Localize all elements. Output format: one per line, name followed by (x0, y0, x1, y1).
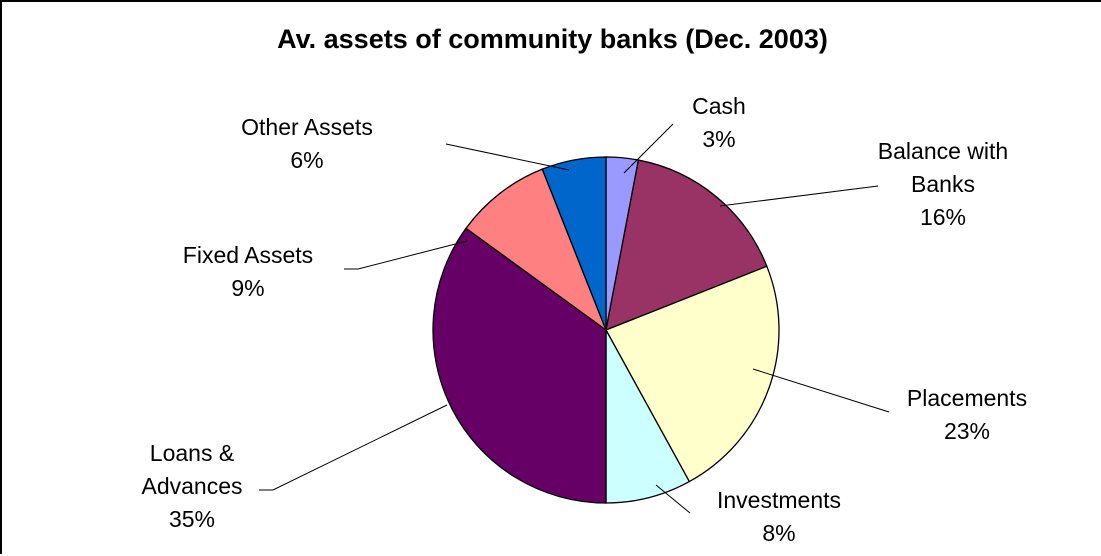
slice-name: Fixed Assets (183, 242, 313, 268)
pie-slice-1 (605, 159, 768, 332)
slice-name: Loans & (150, 440, 234, 466)
slice-label-3: Investments 8% (717, 487, 841, 546)
slice-label-1: Balance with Banks 16% (878, 138, 1008, 230)
pie-slice-2 (605, 265, 780, 483)
slice-name: Other Assets (241, 114, 373, 140)
slice-name: Banks (911, 171, 975, 197)
slice-name: Balance with (878, 138, 1008, 164)
slice-percent: 23% (944, 418, 990, 444)
slice-percent: 3% (702, 126, 735, 152)
pie-slice-6 (541, 156, 607, 331)
pie-slice-4 (432, 227, 607, 504)
slice-percent: 16% (920, 204, 966, 230)
pie-slices (432, 156, 780, 504)
leader-line-3 (655, 484, 691, 514)
slice-percent: 8% (762, 520, 795, 546)
slice-name: Cash (692, 93, 746, 119)
leader-line-2 (752, 368, 890, 413)
slice-name: Investments (717, 487, 841, 513)
slice-label-4: Loans & Advances 35% (141, 440, 242, 532)
slice-label-0: Cash 3% (692, 93, 746, 152)
slice-labels: Cash 3% Balance with Banks 16% Placements 23% I… (141, 93, 1027, 546)
leader-line-0 (623, 123, 674, 174)
slice-label-2: Placements 23% (907, 385, 1027, 444)
slice-name: Advances (141, 473, 242, 499)
slice-label-6: Other Assets 6% (241, 114, 373, 173)
leader-line-5 (344, 240, 468, 270)
pie-slice-5 (465, 168, 608, 332)
slice-name: Placements (907, 385, 1027, 411)
leader-line-6 (445, 143, 570, 171)
chart-title: Av. assets of community banks (Dec. 2003… (277, 24, 828, 54)
slice-percent: 9% (231, 275, 264, 301)
slice-percent: 35% (169, 506, 215, 532)
slice-percent: 6% (290, 147, 323, 173)
leader-lines (259, 123, 890, 514)
leader-line-4 (259, 404, 448, 491)
leader-line-1 (719, 185, 879, 207)
slice-label-5: Fixed Assets 9% (183, 242, 313, 301)
